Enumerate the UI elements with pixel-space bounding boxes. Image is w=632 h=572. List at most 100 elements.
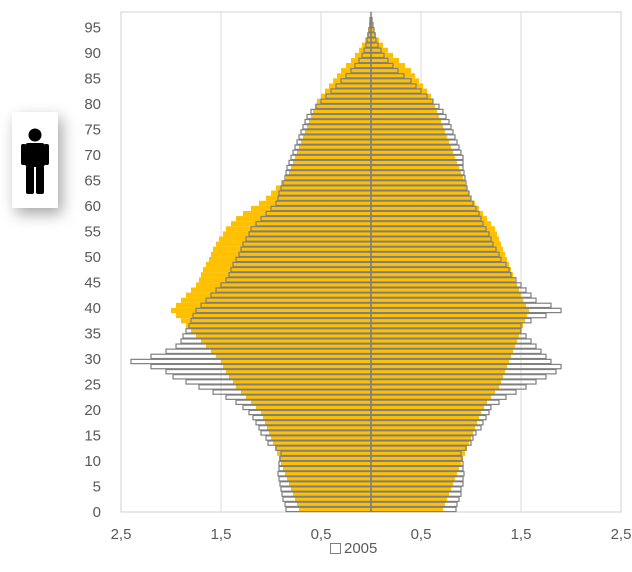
filled-bar-left: [246, 394, 371, 400]
y-tick-label: 0: [93, 504, 101, 521]
filled-bar-right: [371, 420, 477, 426]
x-tick-label: 2,5: [111, 526, 132, 543]
filled-bar-right: [371, 394, 491, 400]
filled-bar-right: [371, 364, 507, 370]
y-tick-label: 75: [84, 121, 101, 138]
filled-bar-left: [223, 231, 371, 237]
filled-bar-right: [371, 251, 505, 257]
filled-bar-right: [371, 404, 484, 410]
filled-bar-right: [371, 221, 491, 227]
filled-bar-left: [333, 78, 371, 84]
filled-bar-right: [371, 399, 487, 405]
filled-bar-left: [355, 52, 371, 58]
filled-bar-left: [295, 154, 371, 160]
filled-bar-left: [281, 460, 371, 467]
filled-bar-left: [289, 481, 371, 487]
filled-bar-left: [256, 404, 371, 410]
y-axis-tick-labels: 0 5 10 15 20 25 30 35 40 45 50 55 60 65 70 75 80 85 90 95: [84, 19, 101, 521]
y-tick-label: 50: [84, 249, 101, 266]
filled-bar-right: [371, 124, 443, 130]
filled-bar-right: [371, 47, 388, 53]
filled-bar-right: [371, 185, 467, 191]
legend-label: 2005: [344, 539, 378, 557]
filled-bar-right: [371, 149, 453, 155]
x-axis-tick-labels: 2,5 1,5 0,5 0,5 1,5 2,5: [111, 526, 632, 543]
filled-bar-left: [281, 180, 371, 186]
filled-bar-left: [271, 435, 371, 441]
figure-badge: [12, 112, 58, 208]
filled-bar-right: [371, 282, 517, 288]
filled-bar-left: [267, 425, 371, 431]
filled-bar-left: [271, 190, 371, 196]
filled-bar-left: [309, 119, 371, 125]
filled-bar-right: [371, 205, 479, 211]
filled-bar-left: [216, 353, 371, 359]
filled-bar-left: [216, 241, 371, 247]
filled-bar-right: [371, 471, 457, 477]
filled-bar-left: [176, 302, 371, 308]
filled-bar-right: [371, 374, 503, 380]
filled-bar-left: [286, 175, 371, 181]
filled-bar-left: [299, 144, 371, 150]
filled-bar-left: [219, 236, 371, 242]
filled-bar-right: [371, 42, 383, 48]
filled-bar-left: [337, 73, 371, 79]
filled-bar-right: [371, 338, 517, 344]
filled-bar-left: [181, 297, 371, 303]
filled-bar-right: [371, 333, 519, 339]
filled-bar-right: [371, 256, 507, 262]
filled-bar-right: [371, 353, 511, 359]
filled-bar-left: [325, 88, 371, 94]
filled-bar-right: [371, 369, 505, 375]
y-tick-label: 45: [84, 274, 101, 291]
filled-bar-left: [186, 323, 371, 329]
filled-bar-right: [371, 154, 455, 160]
filled-bar-left: [329, 83, 371, 89]
filled-bar-right: [371, 134, 447, 140]
outline-bars: [130, 16, 562, 513]
filled-bar-left: [259, 200, 371, 206]
filled-bar-right: [371, 241, 501, 247]
filled-bar-right: [371, 27, 374, 33]
filled-bar-right: [371, 297, 523, 303]
filled-bar-right: [371, 287, 519, 293]
filled-bar-right: [371, 37, 379, 43]
filled-bar-right: [371, 267, 511, 273]
filled-bar-left: [226, 369, 371, 375]
filled-bar-left: [206, 262, 371, 268]
filled-bar-left: [243, 210, 371, 217]
filled-bar-right: [371, 170, 461, 176]
filled-bar-right: [371, 445, 467, 451]
filled-bar-left: [236, 216, 371, 222]
filled-bar-left: [273, 440, 371, 446]
filled-bar-left: [266, 195, 371, 201]
filled-bar-left: [313, 108, 371, 115]
filled-bar-left: [297, 501, 371, 507]
y-tick-label: 90: [84, 45, 101, 62]
filled-bar-right: [371, 348, 513, 354]
filled-bar-left: [176, 313, 371, 319]
filled-bar-left: [201, 338, 371, 344]
filled-bar-left: [236, 384, 371, 390]
filled-bar-right: [371, 455, 463, 461]
filled-bar-right: [371, 323, 523, 329]
filled-bar-right: [371, 491, 449, 497]
filled-bar-right: [371, 190, 469, 196]
filled-bar-right: [371, 307, 529, 314]
filled-bar-right: [371, 68, 411, 74]
filled-bar-left: [285, 471, 371, 477]
filled-bar-right: [371, 496, 447, 502]
filled-bar-right: [371, 83, 423, 89]
filled-bar-left: [307, 124, 371, 130]
filled-bars: [171, 17, 529, 512]
filled-bar-right: [371, 292, 521, 298]
filled-bar-right: [371, 409, 481, 416]
filled-bar-left: [213, 246, 371, 252]
filled-bar-right: [371, 22, 373, 28]
filled-bar-right: [371, 231, 497, 237]
filled-bar-left: [221, 358, 371, 365]
y-tick-label: 95: [84, 19, 101, 36]
filled-bar-right: [371, 57, 399, 64]
filled-bar-right: [371, 139, 449, 145]
